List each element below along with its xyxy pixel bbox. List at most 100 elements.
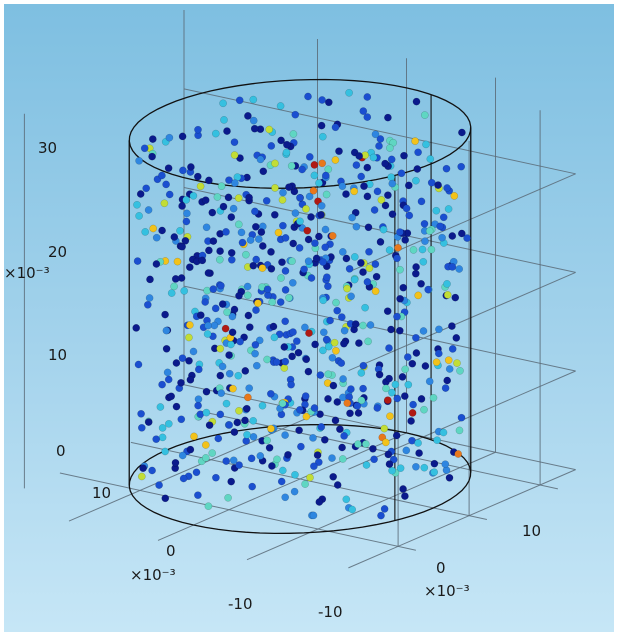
data-point	[270, 210, 279, 219]
data-point	[158, 171, 166, 180]
data-point	[332, 298, 340, 307]
data-point	[245, 193, 253, 202]
data-point	[263, 285, 272, 294]
data-point	[311, 239, 319, 248]
data-point	[158, 424, 167, 432]
grid-line	[59, 472, 417, 551]
data-point	[373, 187, 382, 196]
data-point	[235, 406, 243, 415]
data-point	[359, 321, 367, 330]
data-point	[307, 274, 316, 282]
data-point	[337, 359, 346, 367]
data-point	[202, 223, 211, 232]
data-point	[388, 466, 396, 475]
data-point	[271, 159, 279, 168]
data-point	[448, 345, 457, 353]
data-point	[426, 155, 435, 163]
data-point	[321, 243, 330, 252]
data-point	[218, 300, 227, 308]
data-point	[452, 334, 461, 342]
data-point	[401, 365, 410, 374]
data-point	[317, 201, 326, 210]
data-point	[225, 369, 234, 378]
data-point	[289, 130, 298, 138]
data-point	[309, 186, 318, 195]
data-point	[385, 344, 393, 352]
data-point	[404, 380, 413, 389]
data-point	[182, 196, 191, 204]
data-point	[326, 316, 334, 325]
data-point	[161, 447, 169, 456]
data-point	[433, 436, 441, 445]
data-point	[196, 311, 205, 320]
data-point	[290, 487, 299, 496]
grid-line	[183, 285, 576, 372]
data-point	[296, 193, 304, 202]
data-point	[278, 466, 287, 475]
data-point	[273, 455, 281, 464]
data-point	[185, 321, 194, 329]
data-point	[381, 159, 389, 168]
z-tick-label-30: 30	[38, 139, 57, 157]
data-point	[404, 181, 413, 190]
y-axis-multiplier: ×10⁻³	[130, 566, 176, 584]
data-point	[289, 328, 297, 336]
data-point	[439, 213, 448, 222]
data-point	[192, 468, 201, 477]
data-point	[457, 413, 466, 422]
data-point	[212, 473, 220, 482]
data-point	[383, 307, 392, 316]
data-point	[278, 196, 287, 204]
data-point	[385, 460, 394, 468]
data-point	[322, 190, 331, 199]
data-point	[193, 172, 202, 181]
data-point	[355, 152, 364, 160]
data-point	[280, 343, 289, 351]
data-point	[265, 125, 274, 134]
data-point	[185, 263, 194, 272]
data-point	[285, 293, 293, 302]
data-point	[309, 511, 318, 520]
data-point	[243, 430, 251, 439]
data-point	[281, 234, 290, 242]
data-point	[252, 361, 261, 370]
data-point	[224, 193, 233, 202]
data-point	[205, 176, 213, 185]
data-point	[162, 180, 170, 189]
data-point	[370, 206, 379, 214]
data-point	[441, 460, 450, 469]
data-point	[371, 287, 380, 296]
data-point	[365, 264, 374, 273]
data-point	[363, 192, 372, 201]
data-point	[419, 257, 428, 266]
data-point	[266, 389, 275, 398]
data-point	[443, 291, 452, 299]
data-point	[241, 416, 249, 425]
data-point	[235, 461, 243, 469]
data-point	[231, 179, 239, 187]
data-point	[364, 337, 372, 346]
data-point	[435, 325, 443, 334]
data-point	[291, 209, 300, 217]
data-point	[143, 300, 152, 309]
data-point	[211, 304, 220, 313]
data-point	[328, 454, 336, 462]
data-point	[343, 399, 352, 407]
data-point	[220, 116, 228, 124]
data-point	[183, 209, 191, 218]
grid-line	[183, 88, 576, 175]
data-point	[321, 171, 330, 180]
grid-line	[246, 451, 496, 561]
data-point	[246, 236, 255, 244]
data-point	[324, 165, 333, 174]
data-point	[363, 278, 372, 286]
data-point	[205, 246, 213, 255]
data-point	[144, 206, 153, 214]
data-point	[252, 255, 261, 264]
data-point	[311, 340, 319, 349]
data-point	[249, 416, 258, 425]
data-point	[393, 312, 401, 321]
data-point	[244, 393, 252, 402]
data-point	[408, 409, 417, 417]
data-point	[305, 192, 314, 201]
